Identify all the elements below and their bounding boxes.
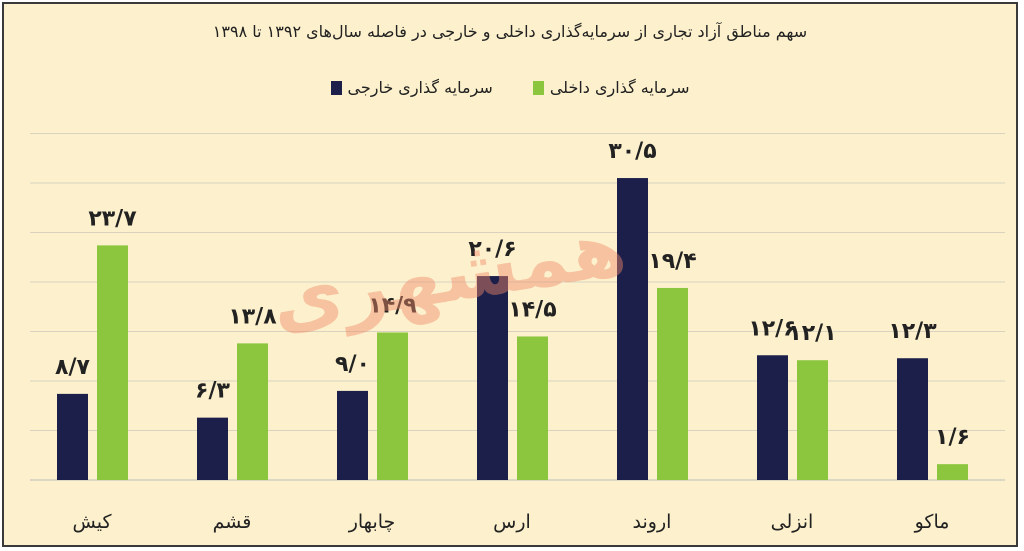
bar-foreign xyxy=(757,355,788,480)
bar-foreign xyxy=(617,178,648,481)
x-tick-label: ارس xyxy=(493,511,531,533)
x-tick-label: انزلی xyxy=(771,511,814,533)
data-label: ۱۳/۸ xyxy=(228,304,277,329)
data-label: ۱۲/۱ xyxy=(788,321,836,346)
bar-foreign xyxy=(57,393,88,480)
x-tick-label: اروند xyxy=(633,511,672,533)
legend-swatch-domestic xyxy=(532,80,544,95)
legend-item-foreign: سرمایه گذاری خارجی xyxy=(330,78,493,97)
legend-label-domestic: سرمایه گذاری داخلی xyxy=(549,78,690,97)
bar-domestic xyxy=(657,287,688,480)
legend-swatch-foreign xyxy=(330,80,342,95)
x-tick-label: ماکو xyxy=(914,511,950,533)
data-label: ۱۲/۳ xyxy=(888,319,937,344)
x-tick-label: کیش xyxy=(72,511,112,533)
legend: سرمایه گذاری داخلی سرمایه گذاری خارجی xyxy=(4,78,1016,97)
x-tick-label: چابهار xyxy=(348,511,396,533)
legend-item-domestic: سرمایه گذاری داخلی xyxy=(532,78,690,97)
data-label: ۱۹/۴ xyxy=(648,249,696,274)
bar-foreign xyxy=(897,358,928,480)
data-label: ۱۴/۹ xyxy=(368,293,416,318)
data-label: ۶/۳ xyxy=(195,379,230,404)
bar-domestic xyxy=(797,360,828,480)
chart-title: سهم مناطق آزاد تجاری از سرمایه‌گذاری داخ… xyxy=(212,22,808,41)
data-label: ۱/۶ xyxy=(935,425,970,450)
bar-domestic xyxy=(937,464,968,480)
data-label: ۳۰/۵ xyxy=(608,139,656,164)
bar-domestic xyxy=(517,336,548,480)
data-label: ۹/۰ xyxy=(335,352,370,377)
data-label: ۲۰/۶ xyxy=(468,237,516,262)
bar-domestic xyxy=(237,343,268,480)
legend-label-foreign: سرمایه گذاری خارجی xyxy=(347,78,493,97)
data-label: ۸/۷ xyxy=(55,355,90,380)
bar-foreign xyxy=(197,417,228,480)
data-label: ۱۴/۵ xyxy=(508,297,556,322)
bar-foreign xyxy=(337,390,368,480)
data-label: ۲۳/۷ xyxy=(88,206,137,231)
x-tick-label: قشم xyxy=(213,511,252,533)
bar-domestic xyxy=(377,332,408,480)
bar-domestic xyxy=(97,245,128,480)
data-label: ۱۲/۶ xyxy=(748,316,796,341)
bar-foreign xyxy=(477,276,508,480)
